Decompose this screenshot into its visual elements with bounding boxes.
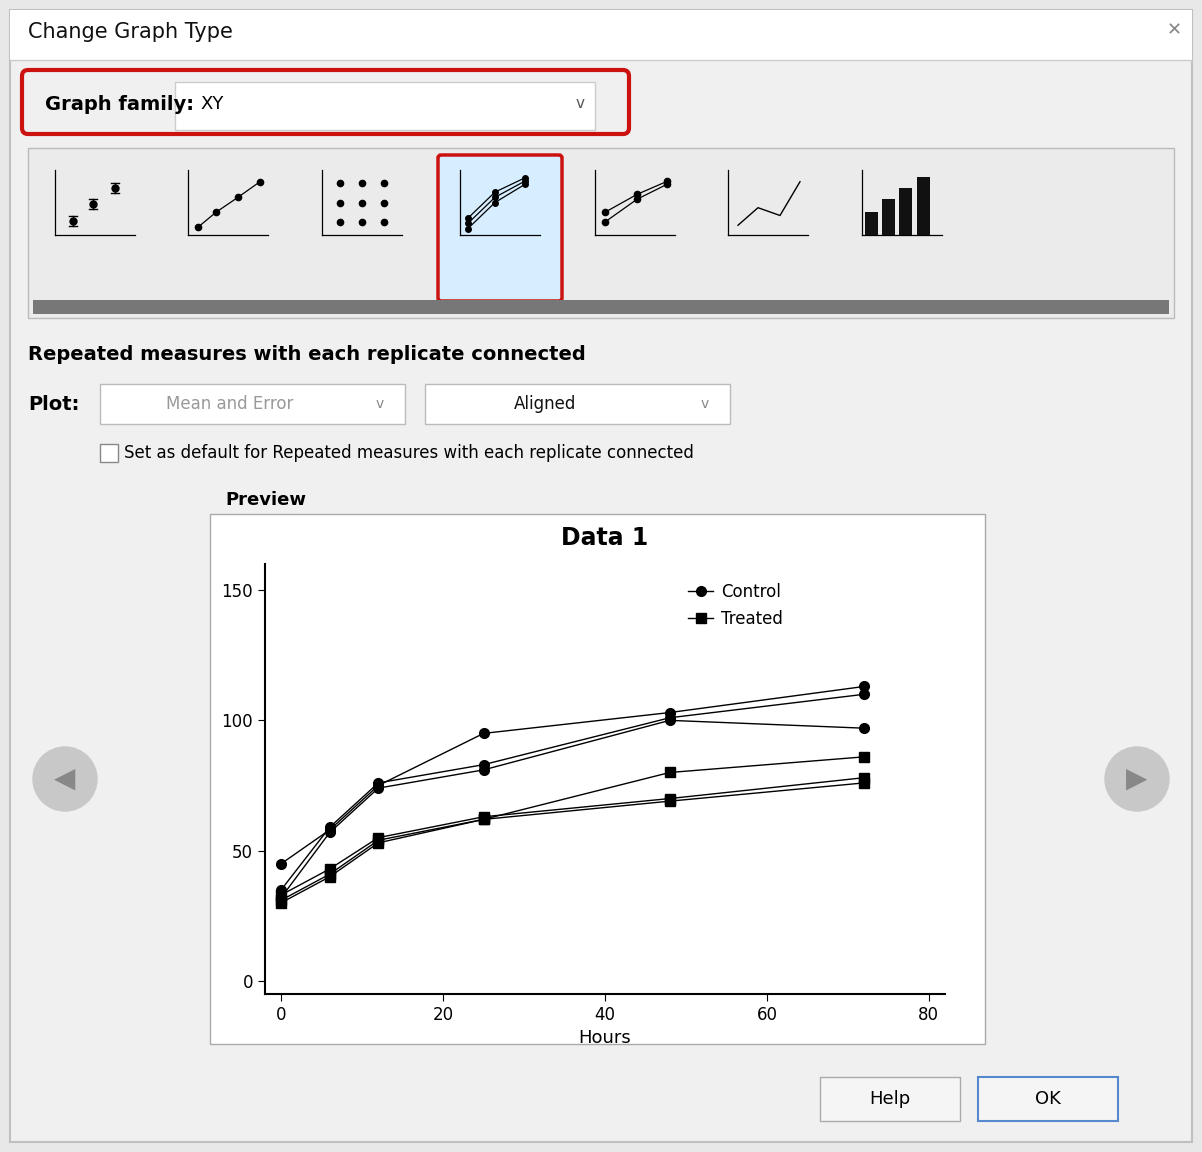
Bar <box>978 1077 1118 1121</box>
Bar <box>175 82 595 130</box>
Bar <box>426 384 730 424</box>
Text: v: v <box>376 397 385 411</box>
Text: OK: OK <box>1035 1090 1061 1108</box>
Bar <box>865 212 877 235</box>
Text: ◀: ◀ <box>54 765 76 793</box>
Circle shape <box>32 746 97 811</box>
Text: Mean and Error: Mean and Error <box>166 395 293 414</box>
Text: Graph family:: Graph family: <box>44 94 194 114</box>
Text: ▶: ▶ <box>1126 765 1148 793</box>
Bar <box>917 176 930 235</box>
Bar <box>210 514 984 1044</box>
Bar <box>820 1077 960 1121</box>
Text: v: v <box>576 97 584 112</box>
Text: Help: Help <box>869 1090 911 1108</box>
Text: v: v <box>701 397 709 411</box>
FancyBboxPatch shape <box>438 156 563 301</box>
Legend: Control, Treated: Control, Treated <box>682 577 790 635</box>
Bar <box>100 384 405 424</box>
Text: XY: XY <box>200 94 224 113</box>
X-axis label: Hours: Hours <box>578 1030 631 1047</box>
Text: Set as default for Repeated measures with each replicate connected: Set as default for Repeated measures wit… <box>124 444 694 462</box>
Text: Plot:: Plot: <box>28 394 79 414</box>
Bar <box>32 300 1170 314</box>
Text: Change Graph Type: Change Graph Type <box>28 22 233 41</box>
Bar <box>28 147 1174 318</box>
Text: Preview: Preview <box>225 491 307 509</box>
Circle shape <box>1105 746 1170 811</box>
Bar <box>100 444 118 462</box>
Text: Repeated measures with each replicate connected: Repeated measures with each replicate co… <box>28 344 585 364</box>
Title: Data 1: Data 1 <box>561 525 649 550</box>
Bar <box>899 188 912 235</box>
Bar <box>10 10 1192 60</box>
Bar <box>882 199 895 235</box>
Text: Aligned: Aligned <box>513 395 576 414</box>
Text: ✕: ✕ <box>1166 21 1182 39</box>
